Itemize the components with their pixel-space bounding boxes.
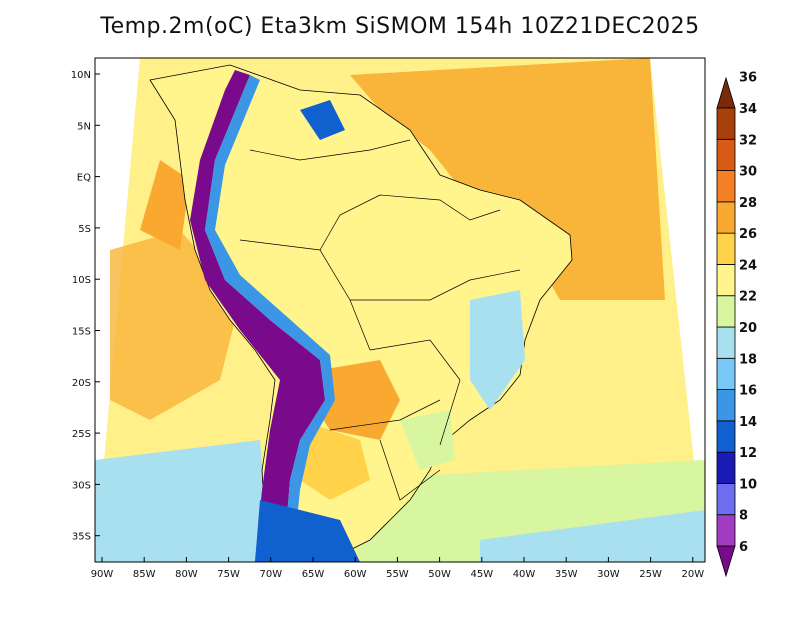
lat-label: 10S (72, 275, 91, 286)
colorbar-label: 6 (739, 540, 748, 555)
colorbar-segment (716, 514, 736, 547)
colorbar-label: 8 (739, 509, 748, 524)
map-field (95, 58, 705, 562)
colorbar-label: 20 (739, 321, 757, 336)
colorbar-segment (716, 264, 736, 297)
longitude-axis: 90W 85W 80W 75W 70W 65W 60W 55W 50W 45W 40W 35W 30W 2… (91, 557, 704, 580)
colorbar-segment (716, 420, 736, 453)
colorbar-label: 14 (739, 415, 757, 430)
lon-label: 75W (217, 569, 240, 580)
south-brazil-cool (400, 410, 455, 470)
colorbar-segment (716, 483, 736, 516)
colorbar-label: 10 (739, 477, 757, 492)
colorbar-segment (716, 138, 736, 171)
colorbar-label: 24 (739, 258, 757, 273)
lon-label: 85W (133, 569, 156, 580)
south-cool-ocean (95, 440, 270, 562)
warm-atlantic-region (350, 58, 665, 300)
lon-label: 40W (513, 569, 536, 580)
colorbar-segment (716, 170, 736, 203)
colorbar-label: 18 (739, 352, 757, 367)
colorbar-label: 34 (739, 102, 757, 117)
lat-label: 20S (72, 378, 91, 389)
colorbar-label: 28 (739, 196, 757, 211)
colorbar-max-arrow (716, 76, 736, 109)
colorbar-segment (716, 326, 736, 359)
pacific-orange-region (140, 160, 190, 250)
colorbar-segment (716, 295, 736, 328)
colorbar-label: 16 (739, 384, 757, 399)
lon-label: 70W (259, 569, 282, 580)
guiana-highland-cold (300, 100, 345, 140)
south-atlantic-cyan (480, 510, 705, 562)
lat-label: EQ (77, 173, 91, 184)
lat-label: 5N (77, 121, 91, 132)
patagonia-cold (255, 500, 360, 562)
pampas-warm-region (300, 420, 370, 500)
colorbar-segment (716, 389, 736, 422)
colorbar-label: 30 (739, 165, 757, 180)
colorbar: 6 8 10 12 14 16 18 20 22 24 26 28 30 32 34 36 (716, 71, 757, 578)
colorbar-label: 32 (739, 133, 757, 148)
lon-label: 50W (428, 569, 451, 580)
lat-label: 30S (72, 480, 91, 491)
colorbar-label: 12 (739, 446, 757, 461)
lon-label: 20W (681, 569, 704, 580)
andes-cold-spine (190, 70, 325, 562)
colorbar-segment (716, 201, 736, 234)
lon-label: 55W (386, 569, 409, 580)
colorbar-segment (716, 451, 736, 484)
colorbar-label: 22 (739, 290, 757, 305)
lon-label: 35W (555, 569, 578, 580)
lon-label: 60W (344, 569, 367, 580)
lat-label: 25S (72, 429, 91, 440)
colorbar-segment (716, 357, 736, 390)
lon-label: 80W (175, 569, 198, 580)
map-frame (94, 57, 706, 563)
lon-label: 30W (597, 569, 620, 580)
map-title: Temp.2m(oC) Eta3km SiSMOM 154h 10Z21DEC2… (100, 14, 700, 39)
lon-label: 65W (302, 569, 325, 580)
lat-label: 10N (71, 70, 91, 81)
colorbar-segment (716, 232, 736, 265)
colorbar-label: 26 (739, 227, 757, 242)
latitude-axis: 10N 5N EQ 5S 10S 15S 20S 25S 30S 35S (71, 70, 100, 543)
andes-blue-edge (205, 75, 335, 562)
colorbar-label: 36 (739, 71, 757, 86)
highlands-cool-region (470, 290, 525, 410)
lon-label: 45W (470, 569, 493, 580)
lat-label: 5S (78, 224, 91, 235)
colorbar-segment (716, 107, 736, 140)
colorbar-min-arrow (716, 545, 736, 578)
lon-label: 90W (91, 569, 114, 580)
lat-label: 35S (72, 532, 91, 543)
lon-label: 25W (639, 569, 662, 580)
country-borders (239, 139, 521, 501)
lat-label: 15S (72, 327, 91, 338)
